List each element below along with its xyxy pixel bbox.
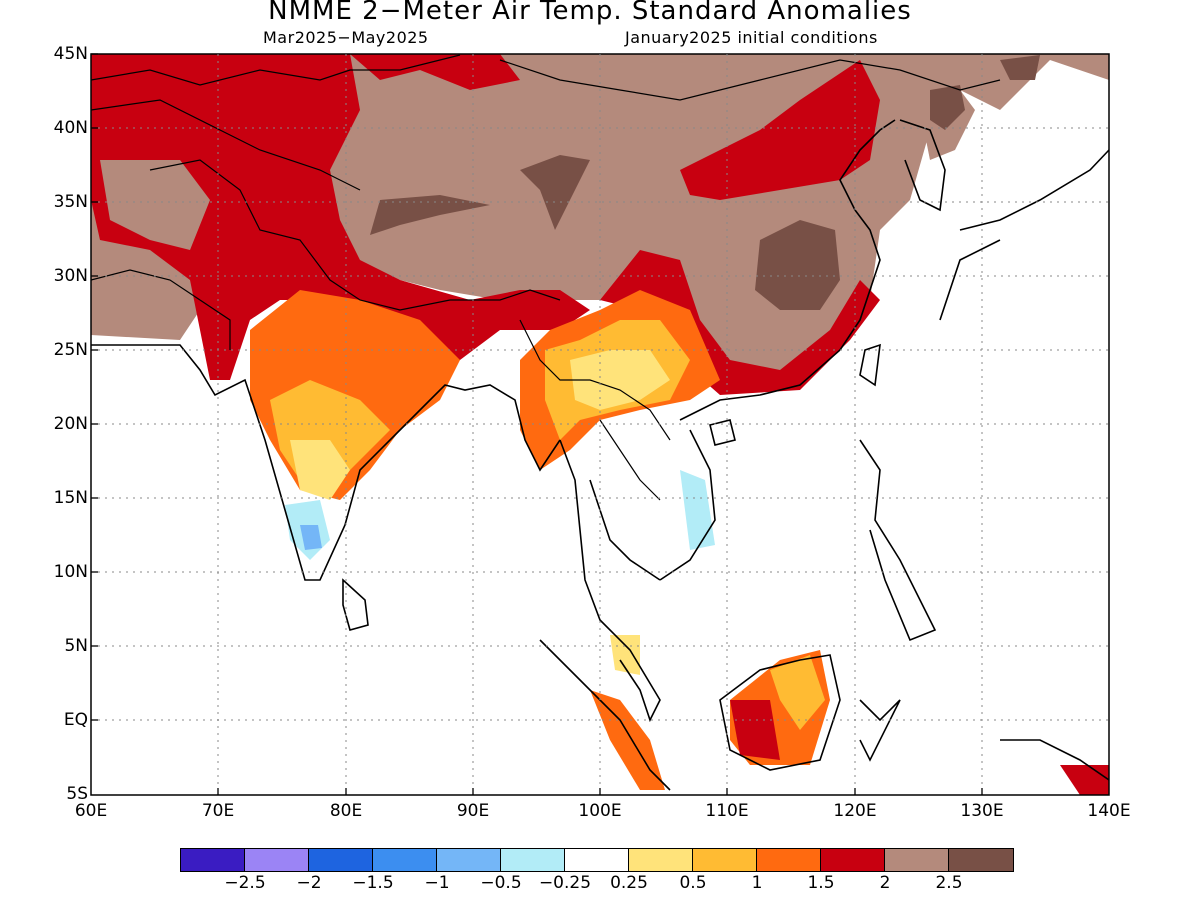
gridlines (91, 54, 1109, 795)
anomaly-fields (91, 54, 1109, 795)
coast-srilanka (342, 578, 369, 631)
colorbar-swatch (437, 849, 501, 871)
colorbar-label: 1 (751, 873, 763, 893)
lat-label-20n: 20N (53, 414, 88, 434)
colorbar-swatch (181, 849, 245, 871)
anomaly-yellow-se (570, 350, 670, 410)
lat-label-5s: 5S (66, 784, 88, 804)
colorbar-swatch (245, 849, 309, 871)
colorbar-swatch (757, 849, 821, 871)
anomaly-red-newguinea (1060, 765, 1109, 795)
anomaly-red-northwest (91, 54, 590, 380)
anomaly-darkbrown-korea (930, 85, 965, 130)
lon-label-120e: 120E (833, 801, 877, 821)
lon-label-80e: 80E (329, 801, 363, 821)
anomaly-cooler-india (300, 525, 322, 550)
colorbar-swatch (693, 849, 757, 871)
anomaly-darkbrown-china (755, 220, 840, 310)
colorbar-label: 1.5 (807, 873, 835, 893)
lon-label-70e: 70E (201, 801, 235, 821)
colorbar-swatch (821, 849, 885, 871)
lat-label-5n: 5N (64, 636, 88, 656)
tick-marks (91, 53, 983, 795)
anomaly-darkbrown-tibet (370, 195, 490, 235)
colorbar-label: −1 (424, 873, 450, 893)
lon-label-130e: 130E (960, 801, 1004, 821)
lat-label-10n: 10N (53, 562, 88, 582)
lon-label-140e: 140E (1087, 801, 1131, 821)
colorbar-label: −1.5 (352, 873, 394, 893)
coast-southvietnam (659, 429, 716, 581)
lon-label-100e: 100E (578, 801, 622, 821)
anomaly-red-west (100, 160, 210, 250)
colorbar-swatch (309, 849, 373, 871)
colorbar (180, 848, 1014, 872)
coast-sumatra (539, 639, 671, 791)
colorbar-label: −0.5 (480, 873, 522, 893)
lon-label-60e: 60E (74, 801, 108, 821)
anomaly-darkbrown-gobi (520, 155, 590, 230)
lon-label-110e: 110E (705, 801, 749, 821)
anomaly-red-borneo (730, 700, 780, 760)
colorbar-label: −0.25 (538, 873, 592, 893)
anomaly-red-china-south (600, 250, 880, 395)
lat-label-eq: EQ (63, 710, 88, 730)
forecast-period: Mar2025−May2025 (263, 28, 429, 47)
lon-label-90e: 90E (456, 801, 490, 821)
map-title: NMME 2−Meter Air Temp. Standard Anomalie… (268, 0, 912, 26)
colorbar-swatch (885, 849, 949, 871)
coast-philippines (859, 439, 937, 642)
anomaly-lightorange-borneo (770, 655, 825, 730)
coast-china-east (839, 119, 896, 211)
lat-label-15n: 15N (53, 488, 88, 508)
colorbar-swatch (949, 849, 1013, 871)
borders (91, 54, 1001, 501)
coast-borneo (719, 654, 841, 771)
colorbar-label: 0.5 (679, 873, 707, 893)
anomaly-red-north (350, 54, 520, 90)
anomaly-yellow-malaysia (610, 635, 640, 675)
lat-label-40n: 40N (53, 118, 88, 138)
colorbar-swatch (629, 849, 693, 871)
colorbar-label: 2.5 (935, 873, 963, 893)
colorbar-swatch (373, 849, 437, 871)
lat-label-35n: 35N (53, 192, 88, 212)
colorbar-label: 2 (879, 873, 891, 893)
colorbar-label: −2 (296, 873, 322, 893)
coast-taiwan (859, 343, 881, 387)
anomaly-yellow-india (290, 440, 350, 500)
lat-label-30n: 30N (53, 266, 88, 286)
coast-newguinea (1000, 739, 1109, 781)
anomaly-orange-sumatra (590, 690, 665, 790)
lat-label-25n: 25N (53, 340, 88, 360)
colorbar-label: 0.25 (610, 873, 648, 893)
coast-japan (939, 149, 1109, 321)
coast-india (91, 344, 561, 581)
coast-gulfthailand (589, 479, 661, 581)
coast-hainan (709, 419, 736, 446)
coast-sulawesi (859, 699, 901, 762)
colorbar-swatch (565, 849, 629, 871)
anomaly-darkbrown-japan (1000, 55, 1040, 80)
initial-conditions: January2025 initial conditions (625, 28, 878, 47)
lat-label-45n: 45N (53, 44, 88, 64)
colorbar-swatch (501, 849, 565, 871)
colorbar-label: −2.5 (224, 873, 266, 893)
anomaly-red-mongolia (680, 60, 880, 200)
anomaly-cool-vietnam (680, 470, 715, 550)
coast-indochina (559, 439, 661, 723)
